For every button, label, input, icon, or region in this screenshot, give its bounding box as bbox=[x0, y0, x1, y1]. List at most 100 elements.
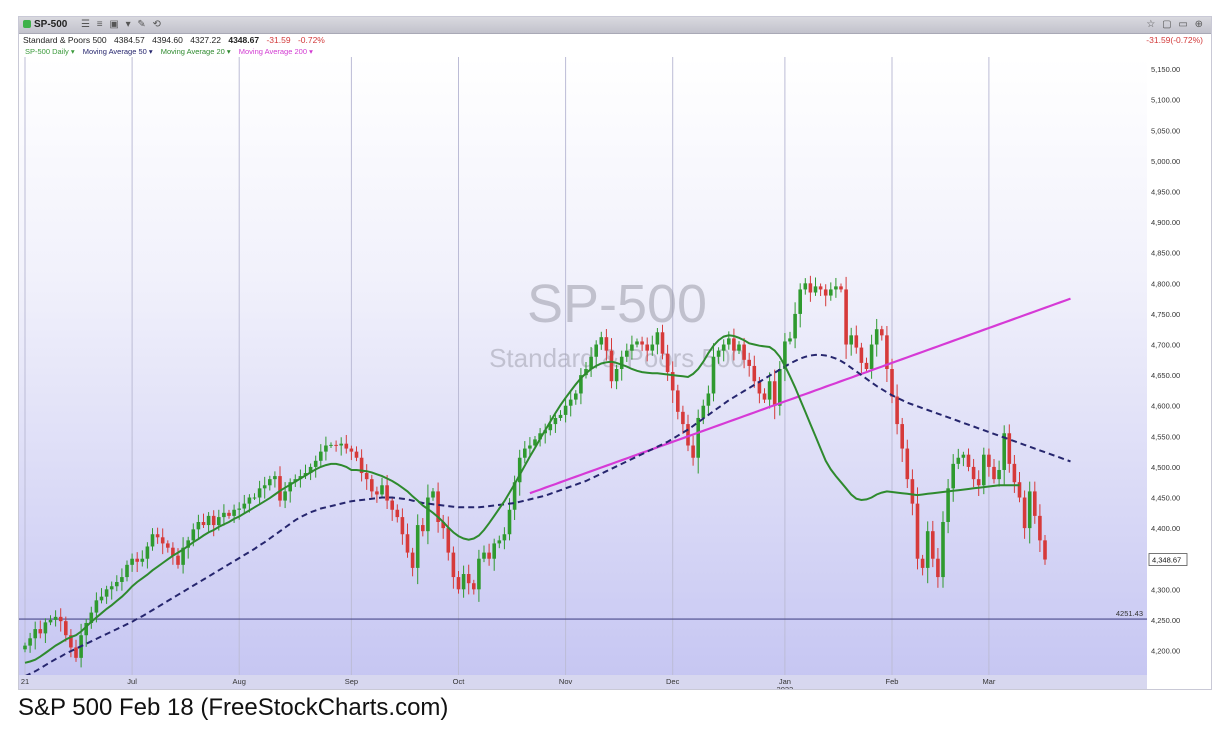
candle bbox=[604, 329, 609, 361]
candle-body bbox=[874, 329, 879, 345]
candle bbox=[920, 554, 925, 576]
candle bbox=[507, 498, 512, 541]
x-tick-label: Sep bbox=[345, 677, 358, 686]
symbol-label[interactable]: SP-500 bbox=[23, 19, 67, 30]
candle-body bbox=[910, 479, 915, 504]
watermark: SP-500 Standard & Poors 500 bbox=[489, 274, 745, 373]
candle-body bbox=[1038, 515, 1042, 541]
toolbar-right-icons[interactable]: ☆ ▢ ▭ ⊕ bbox=[1146, 19, 1205, 30]
candle bbox=[1012, 454, 1017, 493]
legend-ma50[interactable]: Moving Average 50 ▾ bbox=[82, 47, 153, 56]
candle bbox=[227, 509, 231, 519]
candle-body bbox=[319, 451, 323, 461]
candle bbox=[839, 283, 843, 293]
y-tick-label: 4,600.00 bbox=[1151, 402, 1180, 411]
candle-body bbox=[257, 488, 262, 498]
candle bbox=[472, 579, 476, 595]
candle-body bbox=[533, 439, 537, 446]
candle bbox=[956, 448, 961, 470]
candle bbox=[910, 469, 915, 516]
candle bbox=[89, 606, 94, 629]
candle bbox=[120, 568, 124, 591]
candle bbox=[696, 409, 700, 474]
candle bbox=[497, 535, 502, 549]
watermark-title: SP-500 bbox=[527, 274, 707, 334]
candle-body bbox=[502, 534, 507, 541]
candle-body bbox=[783, 341, 787, 369]
candle-body bbox=[477, 558, 481, 590]
candle-body bbox=[517, 457, 522, 483]
candle-body bbox=[446, 528, 451, 553]
candle-body bbox=[711, 356, 716, 394]
candle-body bbox=[864, 362, 869, 369]
candle-body bbox=[579, 375, 583, 394]
candle-body bbox=[242, 503, 247, 509]
toolbar-icons[interactable]: ☰ ≡ ▣ ▾ ✎ ⟲ bbox=[81, 19, 163, 30]
candle bbox=[844, 276, 848, 359]
legend-ma200[interactable]: Moving Average 200 ▾ bbox=[238, 47, 313, 56]
candle-body bbox=[206, 515, 211, 526]
legend-ma20[interactable]: Moving Average 20 ▾ bbox=[160, 47, 231, 56]
candle bbox=[915, 487, 920, 570]
candle-body bbox=[451, 552, 456, 578]
candle-body bbox=[818, 286, 823, 290]
x-tick-label: Jan bbox=[779, 677, 791, 686]
candle-body bbox=[665, 353, 670, 373]
candle-body bbox=[778, 369, 782, 406]
candle-body bbox=[334, 444, 338, 446]
legend-price[interactable]: SP-500 Daily ▾ bbox=[25, 47, 75, 56]
candle bbox=[905, 439, 910, 489]
candle bbox=[262, 476, 267, 499]
candle bbox=[874, 318, 879, 357]
candle bbox=[854, 325, 859, 354]
quote-change: -31.59 bbox=[266, 35, 291, 45]
candle-body bbox=[135, 558, 139, 562]
candle-body bbox=[757, 381, 762, 394]
candle bbox=[614, 364, 619, 390]
candle bbox=[568, 390, 573, 417]
horizontal-level-line[interactable]: 4251.43 bbox=[19, 609, 1147, 620]
candle bbox=[64, 616, 68, 642]
candle-body bbox=[772, 381, 777, 406]
candle-body bbox=[589, 356, 593, 369]
candle bbox=[313, 455, 318, 478]
y-tick-label: 4,500.00 bbox=[1151, 463, 1180, 472]
x-tick-label: 21 bbox=[21, 677, 29, 686]
candle-body bbox=[752, 365, 757, 382]
candle bbox=[390, 496, 394, 521]
quote-name: Standard & Poors 500 bbox=[23, 35, 107, 45]
candle bbox=[563, 398, 568, 423]
candle bbox=[772, 369, 777, 420]
y-axis: 4,200.004,250.004,300.004,350.004,400.00… bbox=[1147, 57, 1211, 689]
y-tick-label: 5,000.00 bbox=[1151, 157, 1180, 166]
image-caption: S&P 500 Feb 18 (FreeStockCharts.com) bbox=[18, 694, 449, 721]
candle bbox=[635, 338, 639, 348]
candle bbox=[834, 277, 838, 298]
candle bbox=[405, 523, 410, 558]
candle-body bbox=[171, 547, 175, 556]
candle-body bbox=[487, 552, 491, 559]
candle-body bbox=[94, 600, 99, 613]
candle-body bbox=[834, 286, 838, 290]
indicator-legend: SP-500 Daily ▾ Moving Average 50 ▾ Movin… bbox=[19, 46, 1211, 57]
candle-body bbox=[681, 411, 685, 425]
candle bbox=[385, 475, 389, 509]
candle-body bbox=[140, 558, 145, 562]
candle-body bbox=[956, 457, 961, 464]
candle-body bbox=[364, 473, 369, 480]
candle-body bbox=[181, 547, 185, 565]
candle bbox=[936, 548, 940, 588]
candle-body bbox=[803, 283, 808, 290]
price-chart[interactable]: SP-500 Standard & Poors 500 4251.43 4,20… bbox=[19, 57, 1211, 689]
candle bbox=[762, 388, 767, 403]
candle-body bbox=[558, 414, 563, 418]
candle bbox=[252, 493, 257, 500]
candle-body bbox=[808, 283, 813, 293]
x-axis-panel bbox=[19, 675, 1147, 689]
candle bbox=[630, 335, 634, 360]
candle bbox=[528, 437, 532, 457]
candle bbox=[783, 333, 787, 382]
candle bbox=[222, 504, 226, 526]
candle-body bbox=[308, 466, 313, 474]
x-sub-label: 2022 bbox=[777, 685, 794, 689]
